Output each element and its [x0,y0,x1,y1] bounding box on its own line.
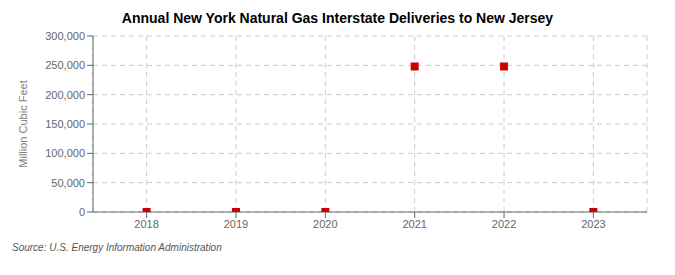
svg-text:2019: 2019 [224,218,248,230]
svg-text:300,000: 300,000 [45,30,85,42]
svg-text:2018: 2018 [134,218,158,230]
svg-text:2022: 2022 [492,218,516,230]
svg-text:0: 0 [79,206,85,218]
svg-text:Million Cubic Feet: Million Cubic Feet [17,80,29,167]
svg-text:150,000: 150,000 [45,118,85,130]
svg-text:200,000: 200,000 [45,89,85,101]
html-text:Source: U.S. Energy Informatio: Source: U.S. Energy Information Administ… [12,242,222,253]
svg-text:50,000: 50,000 [51,177,85,189]
svg-text:100,000: 100,000 [45,147,85,159]
html-text:Annual New York Natural Gas In: Annual New York Natural Gas Interstate D… [121,10,554,26]
svg-text:2023: 2023 [581,218,605,230]
svg-text:2020: 2020 [313,218,337,230]
svg-text:2021: 2021 [402,218,426,230]
svg-text:250,000: 250,000 [45,59,85,71]
